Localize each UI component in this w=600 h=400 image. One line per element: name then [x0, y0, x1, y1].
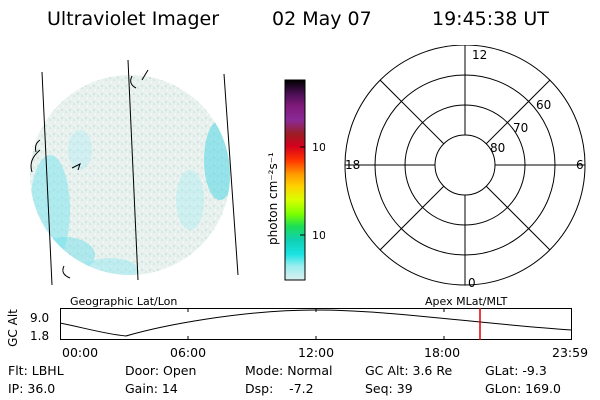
earth-disk [30, 75, 230, 275]
time-label: 19:45:38 UT [432, 8, 549, 30]
colorbar-unit-label: photon cm⁻²s⁻¹ [266, 152, 280, 245]
altitude-x-ticks [187, 308, 445, 340]
date-label: 02 May 07 [272, 8, 372, 30]
colorbar-ticks [300, 146, 305, 236]
coastlines [30, 69, 149, 279]
info-glat: GLat: -9.3 [485, 363, 547, 378]
auroral-image [30, 60, 239, 286]
x-tick-1200: 12:00 [298, 345, 335, 360]
altitude-plot-frame [60, 308, 572, 340]
info-door: Door: Open [125, 363, 197, 378]
colorbar-tick-10: 10 [312, 229, 325, 242]
mlt-label-0: 0 [468, 276, 476, 290]
mlat-label-80: 80 [490, 141, 505, 155]
mlt-polar-plot: 12 18 6 0 60 70 80 [344, 45, 586, 290]
image-header: Ultraviolet Imager 02 May 07 19:45:38 UT [0, 0, 600, 40]
x-tick-2359: 23:59 [552, 345, 589, 360]
colorbar-tick-100: 100 [312, 141, 325, 154]
x-tick-0600: 06:00 [170, 345, 207, 360]
mlt-label-18: 18 [345, 158, 360, 172]
info-gain: Gain: 14 [125, 381, 178, 396]
info-ip: IP: 36.0 [8, 381, 56, 396]
info-glon: GLon: 169.0 [485, 381, 561, 396]
altitude-axis-label: GC Alt [5, 309, 20, 347]
altitude-panel: Geographic Lat/Lon Apex MLat/MLT 9.0 1.8… [0, 295, 600, 360]
colorbar: 100 10 photon cm⁻²s⁻¹ [266, 79, 325, 281]
info-gc-alt: GC Alt: 3.6 Re [365, 363, 453, 378]
info-filter: Flt: LBHL [8, 363, 64, 378]
y-tick-low: 1.8 [30, 329, 50, 343]
mlt-meridians [345, 45, 585, 285]
mlt-label-12: 12 [472, 48, 487, 62]
mlat-label-70: 70 [513, 121, 528, 135]
mlat-label-60: 60 [536, 98, 551, 112]
geographic-caption: Geographic Lat/Lon [70, 295, 178, 308]
instrument-title: Ultraviolet Imager [47, 8, 220, 30]
apex-caption: Apex MLat/MLT [425, 295, 508, 308]
info-seq: Seq: 39 [365, 381, 413, 396]
colorbar-gradient [284, 79, 306, 281]
mlt-label-6: 6 [576, 158, 584, 172]
altitude-plot [60, 308, 572, 340]
x-tick-1800: 18:00 [424, 345, 461, 360]
info-table: Flt: LBHL Door: Open Mode: Normal GC Alt… [0, 362, 600, 400]
longitude-lines [41, 60, 239, 286]
info-mode: Mode: Normal [245, 363, 333, 378]
altitude-curve [60, 309, 572, 337]
info-dsp: Dsp: -7.2 [245, 381, 314, 396]
x-tick-0000: 00:00 [62, 345, 99, 360]
y-tick-high: 9.0 [30, 311, 50, 325]
